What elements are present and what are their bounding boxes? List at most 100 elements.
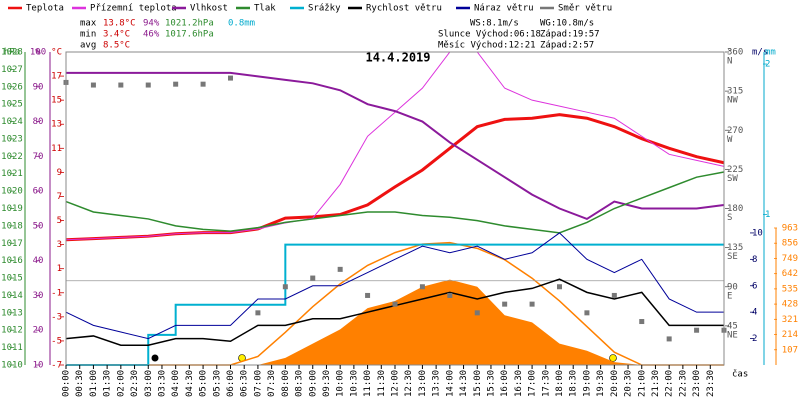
x-tick-label: 01:00	[89, 370, 99, 397]
stat: Západ:19:57	[540, 30, 600, 40]
y-tick-label: 90	[727, 282, 738, 292]
legend-label: Přízemní teplota	[90, 4, 177, 14]
legend-label: Rychlost větru	[366, 4, 442, 14]
y-tick-label: 60	[33, 187, 44, 197]
y-tick-label: 1012	[1, 326, 23, 336]
x-tick-label: 22:30	[678, 370, 688, 397]
direction-name: S	[727, 213, 732, 223]
y-tick-label: 1015	[1, 274, 23, 284]
stat: Měsíc Východ:12:21	[438, 41, 536, 51]
axis-unit: hPa	[4, 48, 20, 58]
stat: Západ:2:57	[540, 41, 594, 51]
y-tick-label: 1022	[1, 152, 23, 162]
y-tick-label: 15	[51, 96, 62, 106]
legend-label: Teplota	[26, 4, 64, 14]
stat: 94%	[143, 19, 160, 29]
y-tick-label: 1025	[1, 100, 23, 110]
direction-point	[255, 310, 261, 316]
axis-unit: mm	[765, 48, 776, 58]
x-tick-label: 08:00	[281, 370, 291, 397]
y-tick-label: 1016	[1, 256, 23, 266]
direction-point	[310, 275, 316, 281]
direction-point	[145, 82, 151, 88]
stat: 8.5°C	[103, 41, 130, 51]
solar-area	[66, 279, 724, 365]
x-tick-label: 20:30	[624, 370, 634, 397]
sunset-marker	[609, 354, 617, 362]
x-tick-label: 11:30	[377, 370, 387, 397]
x-tick-label: 07:30	[267, 370, 277, 397]
x-tick-label: 12:30	[404, 370, 414, 397]
direction-name: SE	[727, 252, 738, 262]
y-tick-label: 20	[33, 326, 44, 336]
y-tick-label: 70	[33, 152, 44, 162]
stat: WS:8.1m/s	[470, 19, 519, 29]
y-tick-label: 107	[782, 345, 798, 355]
axis-unit: °	[727, 48, 732, 58]
x-tick-label: 06:00	[226, 370, 236, 397]
y-tick-label: 1014	[1, 291, 23, 301]
y-tick-label: 225	[727, 165, 743, 175]
y-tick-label: 963	[782, 223, 798, 233]
y-tick-label: 135	[727, 243, 743, 253]
legend-label: Směr větru	[558, 4, 612, 14]
x-tick-label: 14:30	[459, 370, 469, 397]
x-tick-label: 23:00	[692, 370, 702, 397]
x-tick-label: 18:00	[555, 370, 565, 397]
stat: 1017.6hPa	[165, 30, 214, 40]
direction-point	[392, 301, 398, 307]
series-line	[66, 71, 725, 221]
x-tick-label: 17:30	[541, 370, 551, 397]
y-tick-label: -7	[51, 361, 62, 371]
stat: 13.8°C	[103, 19, 136, 29]
y-tick-label: 100	[30, 48, 46, 58]
series-line	[65, 171, 725, 234]
x-tick-label: 05:00	[199, 370, 209, 397]
y-tick-label: 1021	[1, 169, 23, 179]
y-tick-label: 4	[752, 308, 757, 318]
plot	[63, 51, 727, 366]
y-tick-label: 180	[727, 204, 743, 214]
legend-label: Srážky	[308, 4, 341, 14]
x-tick-label: 20:00	[610, 370, 620, 397]
stat: 1021.2hPa	[165, 19, 214, 29]
x-tick-label: 02:00	[116, 370, 126, 397]
y-tick-label: -5	[51, 336, 62, 346]
y-tick-label: 1013	[1, 308, 23, 318]
y-tick-label: 315	[727, 87, 743, 97]
direction-point	[90, 82, 96, 88]
y-tick-label: 10	[33, 361, 44, 371]
x-tick-label: 05:30	[212, 370, 222, 397]
y-tick-label: 1023	[1, 134, 23, 144]
direction-point	[666, 336, 672, 342]
x-tick-label: 03:00	[144, 370, 154, 397]
y-tick-label: 1028	[1, 48, 23, 58]
direction-name: SW	[727, 174, 738, 184]
x-tick-label: 04:00	[171, 370, 181, 397]
x-tick-label: 11:00	[363, 370, 373, 397]
direction-point	[282, 284, 288, 290]
chart-title: 14.4.2019	[365, 51, 430, 65]
direction-name: NW	[727, 96, 738, 106]
y-tick-label: 360	[727, 48, 743, 58]
y-tick-label: 5	[57, 216, 62, 226]
direction-name: NE	[727, 330, 738, 340]
x-tick-label: 23:30	[706, 370, 716, 397]
stat: 46%	[143, 30, 160, 40]
x-tick-label: 09:30	[322, 370, 332, 397]
x-tick-label: 13:00	[418, 370, 428, 397]
x-tick-label: 04:30	[185, 370, 195, 397]
direction-name: E	[727, 291, 732, 301]
direction-point	[611, 292, 617, 298]
y-tick-label: -1	[51, 288, 62, 298]
x-tick-label: 02:30	[130, 370, 140, 397]
y-tick-label: 11	[51, 144, 62, 154]
direction-point	[337, 266, 343, 272]
x-tick-label: 16:00	[500, 370, 510, 397]
y-tick-label: 1020	[1, 187, 23, 197]
x-tick-label: 21:00	[637, 370, 647, 397]
x-tick-label: 17:00	[528, 370, 538, 397]
y-tick-label: 1024	[1, 117, 23, 127]
stat: 0.8mm	[228, 19, 255, 29]
